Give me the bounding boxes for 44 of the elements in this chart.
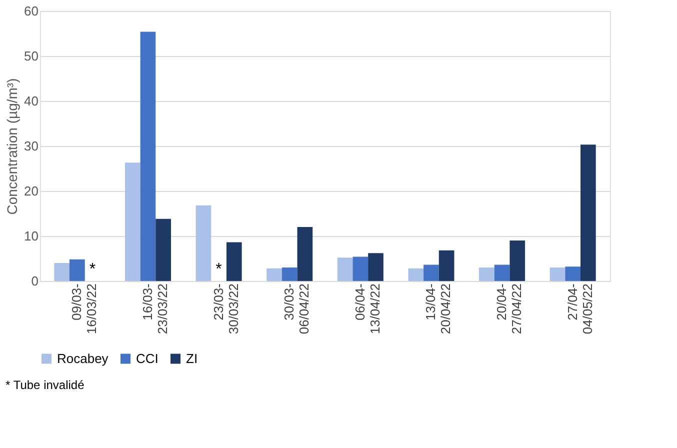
bar [580, 144, 596, 281]
y-tick-label: 0 [31, 274, 38, 288]
bar [70, 259, 85, 281]
y-axis-title: Concentration (µg/m³) [4, 78, 20, 215]
bar [282, 268, 298, 281]
x-tick-label: 27/04- 04/05/22 [564, 284, 595, 334]
bar [510, 240, 526, 281]
bar [266, 268, 282, 281]
bar [438, 250, 454, 281]
bar [156, 218, 171, 281]
bar [352, 256, 368, 281]
bar [368, 253, 384, 281]
x-tick-label: 20/04- 27/04/22 [494, 284, 524, 334]
x-tick-label: 06/04- 13/04/22 [352, 284, 382, 334]
x-tick-label: 16/03- 23/03/22 [140, 284, 170, 334]
y-tick-label: 10 [24, 228, 38, 244]
bar [408, 268, 424, 281]
bar [565, 266, 580, 281]
bar [140, 32, 156, 281]
bar [226, 242, 242, 281]
y-tick-label: 40 [24, 94, 38, 108]
y-tick-label: 60 [24, 4, 38, 18]
bar [297, 227, 313, 281]
legend-label: CCI [136, 350, 158, 366]
bar [337, 258, 353, 281]
bar [424, 264, 439, 281]
annotation: * [89, 261, 96, 278]
text: * Tube invalidé [6, 378, 85, 392]
legend-label: Rocabey [57, 350, 109, 366]
legend-label: ZI [186, 350, 198, 366]
bar [124, 162, 140, 281]
bar [54, 263, 70, 281]
bar [479, 268, 494, 281]
bar [196, 205, 212, 281]
annotation: * [216, 261, 222, 278]
x-tick-label: 13/04- 20/04/22 [423, 284, 454, 334]
y-tick-label: 50 [24, 48, 38, 64]
x-tick-label: 30/03- 06/04/22 [282, 284, 312, 334]
bar [494, 264, 510, 281]
x-tick-label: 23/03- 30/03/22 [210, 284, 241, 334]
x-tick-label: 09/03- 16/03/22 [69, 284, 100, 334]
bar [550, 268, 566, 281]
y-tick-label: 20 [24, 184, 38, 198]
y-tick-label: 30 [24, 138, 38, 154]
